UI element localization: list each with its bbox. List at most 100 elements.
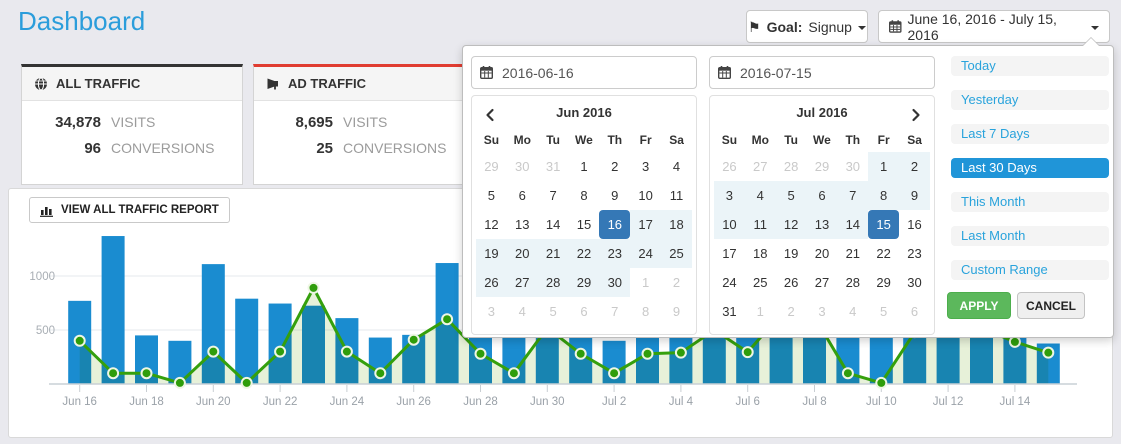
- calendar-day[interactable]: 2: [787, 304, 795, 319]
- range-option-this-month[interactable]: This Month: [951, 192, 1109, 212]
- calendar-day[interactable]: 31: [545, 159, 561, 174]
- calendar-day[interactable]: 4: [744, 181, 776, 210]
- calendar-day[interactable]: 20: [814, 246, 830, 261]
- calendar-day[interactable]: 17: [630, 210, 662, 239]
- calendar-day[interactable]: 8: [580, 188, 588, 203]
- calendar-day[interactable]: 21: [845, 246, 861, 261]
- calendar-day[interactable]: 2: [672, 275, 681, 290]
- calendar-day[interactable]: 12: [484, 217, 499, 232]
- calendar-day[interactable]: 6: [580, 304, 588, 319]
- calendar-day[interactable]: 25: [753, 275, 768, 290]
- calendar-day[interactable]: 4: [518, 304, 526, 319]
- end-date-input[interactable]: [709, 56, 935, 89]
- calendar-day[interactable]: 30: [907, 275, 922, 290]
- next-month-button[interactable]: [906, 103, 926, 123]
- calendar-day[interactable]: 8: [642, 304, 650, 319]
- calendar-day[interactable]: 9: [899, 181, 930, 210]
- calendar-day[interactable]: 24: [722, 275, 737, 290]
- calendar-day[interactable]: 11: [744, 210, 776, 239]
- calendar-day[interactable]: 6: [518, 188, 526, 203]
- calendar-day[interactable]: 10: [638, 188, 653, 203]
- calendar-day[interactable]: 22: [876, 246, 891, 261]
- calendar-day[interactable]: 4: [849, 304, 857, 319]
- goal-dropdown-button[interactable]: ⚑ Goal: Signup: [746, 10, 868, 43]
- calendar-day[interactable]: 28: [783, 159, 799, 174]
- calendar-day[interactable]: 29: [568, 268, 600, 297]
- calendar-day[interactable]: 9: [611, 188, 619, 203]
- range-option-custom-range[interactable]: Custom Range: [951, 260, 1109, 280]
- calendar-day[interactable]: 31: [722, 304, 737, 319]
- calendar-day[interactable]: 29: [814, 159, 830, 174]
- calendar-day[interactable]: 25: [661, 239, 692, 268]
- view-all-traffic-report-button[interactable]: VIEW ALL TRAFFIC REPORT: [29, 197, 230, 223]
- start-date-input[interactable]: [471, 56, 697, 89]
- cancel-button[interactable]: CANCEL: [1017, 292, 1085, 319]
- calendar-day[interactable]: 7: [611, 304, 619, 319]
- calendar-day[interactable]: 5: [549, 304, 557, 319]
- calendar-day[interactable]: 2: [611, 159, 619, 174]
- range-option-today[interactable]: Today: [951, 56, 1109, 76]
- calendar-day[interactable]: 27: [506, 268, 538, 297]
- calendar-day[interactable]: 2: [899, 152, 930, 181]
- range-option-last-month[interactable]: Last Month: [951, 226, 1109, 246]
- calendar-day[interactable]: 26: [783, 275, 799, 290]
- calendar-day[interactable]: 12: [775, 210, 807, 239]
- calendar-day[interactable]: 3: [818, 304, 826, 319]
- calendar-day[interactable]: 27: [814, 275, 830, 290]
- calendar-day[interactable]: 6: [806, 181, 838, 210]
- calendar-day[interactable]: 20: [506, 239, 538, 268]
- calendar-day[interactable]: 26: [476, 268, 507, 297]
- calendar-day[interactable]: 5: [880, 304, 888, 319]
- calendar-day[interactable]: 23: [599, 239, 631, 268]
- calendar-day[interactable]: 13: [515, 217, 530, 232]
- calendar-day[interactable]: 5: [775, 181, 807, 210]
- apply-button[interactable]: APPLY: [947, 292, 1011, 319]
- calendar-day[interactable]: 13: [806, 210, 838, 239]
- calendar-day[interactable]: 1: [868, 152, 900, 181]
- calendar-day[interactable]: 18: [753, 246, 768, 261]
- calendar-day[interactable]: 3: [487, 304, 496, 319]
- calendar-day[interactable]: 23: [907, 246, 922, 261]
- calendar-day[interactable]: 4: [672, 159, 681, 174]
- calendar-day[interactable]: 19: [476, 239, 507, 268]
- calendar-day[interactable]: 29: [484, 159, 499, 174]
- calendar-day[interactable]: 5: [487, 188, 496, 203]
- calendar-day[interactable]: 30: [599, 268, 631, 297]
- calendar-day[interactable]: 29: [876, 275, 891, 290]
- calendar-day[interactable]: 30: [515, 159, 530, 174]
- calendar-day[interactable]: 19: [783, 246, 799, 261]
- calendar-day[interactable]: 16: [599, 210, 631, 239]
- calendar-day[interactable]: 10: [714, 210, 745, 239]
- range-option-last-30-days[interactable]: Last 30 Days: [951, 158, 1109, 178]
- calendar-day[interactable]: 22: [568, 239, 600, 268]
- calendar-day[interactable]: 27: [753, 159, 768, 174]
- calendar-day[interactable]: 9: [672, 304, 681, 319]
- range-option-yesterday[interactable]: Yesterday: [951, 90, 1109, 110]
- calendar-day[interactable]: 7: [549, 188, 557, 203]
- range-option-last-7-days[interactable]: Last 7 Days: [951, 124, 1109, 144]
- calendar-day[interactable]: 7: [837, 181, 869, 210]
- calendar-day[interactable]: 18: [661, 210, 692, 239]
- prev-month-button[interactable]: [480, 103, 500, 123]
- calendar-day[interactable]: 21: [537, 239, 569, 268]
- calendar-day[interactable]: 3: [714, 181, 745, 210]
- calendar-day[interactable]: 17: [722, 246, 737, 261]
- calendar-day[interactable]: 14: [837, 210, 869, 239]
- calendar-day[interactable]: 26: [722, 159, 737, 174]
- calendar-day[interactable]: 1: [642, 275, 650, 290]
- calendar-day[interactable]: 16: [907, 217, 922, 232]
- calendar-day[interactable]: 15: [868, 210, 900, 239]
- calendar-day[interactable]: 1: [580, 159, 588, 174]
- calendar-day[interactable]: 24: [630, 239, 662, 268]
- calendar-day[interactable]: 6: [910, 304, 919, 319]
- calendar-day[interactable]: 14: [545, 217, 561, 232]
- calendar-day[interactable]: 30: [845, 159, 861, 174]
- calendar-day[interactable]: 11: [669, 188, 684, 203]
- calendar-day[interactable]: 8: [868, 181, 900, 210]
- calendar-day[interactable]: 1: [756, 304, 764, 319]
- calendar-day[interactable]: 28: [845, 275, 861, 290]
- calendar-day[interactable]: 28: [537, 268, 569, 297]
- calendar-day[interactable]: 3: [642, 159, 650, 174]
- date-range-button[interactable]: June 16, 2016 - July 15, 2016: [878, 10, 1110, 43]
- calendar-day[interactable]: 15: [576, 217, 592, 232]
